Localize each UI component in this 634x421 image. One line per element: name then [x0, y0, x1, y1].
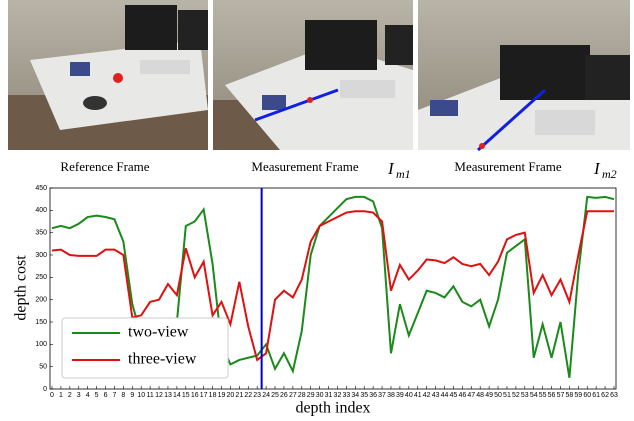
caption-subscript: m1	[396, 167, 411, 181]
x-tick-label: 38	[387, 392, 395, 399]
x-tick-label: 52	[512, 392, 520, 399]
x-tick-label: 49	[485, 392, 493, 399]
x-tick-label: 40	[405, 392, 413, 399]
caption: Measurement Frame	[251, 159, 358, 174]
x-tick-label: 25	[271, 392, 279, 399]
x-tick-label: 14	[173, 392, 181, 399]
x-tick-label: 19	[218, 392, 226, 399]
x-tick-label: 15	[182, 392, 190, 399]
x-tick-label: 4	[86, 392, 90, 399]
x-tick-label: 54	[530, 392, 538, 399]
x-tick-label: 34	[351, 392, 359, 399]
x-tick-label: 8	[121, 392, 125, 399]
x-tick-label: 50	[494, 392, 502, 399]
x-tick-label: 53	[521, 392, 529, 399]
x-tick-label: 56	[548, 392, 556, 399]
x-tick-label: 0	[50, 392, 54, 399]
x-tick-label: 24	[262, 392, 270, 399]
x-tick-label: 6	[104, 392, 108, 399]
x-tick-label: 1	[59, 392, 63, 399]
x-tick-label: 37	[378, 392, 386, 399]
x-tick-label: 29	[307, 392, 315, 399]
x-tick-label: 60	[583, 392, 591, 399]
x-tick-label: 47	[467, 392, 475, 399]
x-tick-label: 33	[342, 392, 350, 399]
x-tick-label: 26	[280, 392, 288, 399]
x-tick-label: 42	[423, 392, 431, 399]
caption: Reference Frame	[60, 159, 149, 174]
x-tick-label: 5	[95, 392, 99, 399]
x-tick-label: 18	[209, 392, 217, 399]
caption-subscript: m2	[602, 167, 617, 181]
x-tick-label: 63	[610, 392, 618, 399]
y-tick-label: 350	[35, 230, 47, 237]
photo-measurement-1	[213, 0, 413, 150]
x-tick-label: 2	[68, 392, 72, 399]
y-tick-label: 250	[35, 274, 47, 281]
photo-reference	[8, 0, 208, 150]
x-tick-label: 46	[458, 392, 466, 399]
x-tick-label: 45	[450, 392, 458, 399]
caption-symbol: I	[387, 159, 395, 178]
figure: Reference Frame Measurement Frame I m1 M…	[0, 0, 634, 421]
legend-label: three-view	[128, 351, 197, 368]
x-tick-label: 21	[235, 392, 243, 399]
x-tick-label: 30	[316, 392, 324, 399]
x-tick-label: 16	[191, 392, 199, 399]
x-tick-label: 55	[539, 392, 547, 399]
x-tick-label: 23	[253, 392, 261, 399]
x-tick-label: 59	[574, 392, 582, 399]
caption: Measurement Frame	[454, 159, 561, 174]
x-tick-label: 28	[298, 392, 306, 399]
x-tick-label: 11	[146, 392, 153, 399]
legend-label: two-view	[128, 324, 189, 341]
x-tick-label: 27	[289, 392, 297, 399]
x-tick-label: 12	[155, 392, 163, 399]
x-tick-label: 17	[200, 392, 208, 399]
x-tick-label: 22	[244, 392, 252, 399]
x-tick-label: 31	[325, 392, 333, 399]
x-tick-label: 36	[369, 392, 377, 399]
y-tick-label: 0	[43, 386, 47, 393]
x-tick-label: 51	[503, 392, 511, 399]
x-tick-label: 10	[137, 392, 145, 399]
x-tick-label: 3	[77, 392, 81, 399]
x-tick-label: 35	[360, 392, 368, 399]
x-tick-label: 61	[592, 392, 600, 399]
x-tick-label: 57	[557, 392, 565, 399]
x-tick-label: 41	[414, 392, 422, 399]
x-tick-label: 43	[432, 392, 440, 399]
y-tick-label: 450	[35, 185, 47, 192]
y-tick-label: 150	[35, 319, 47, 326]
y-axis-label: depth cost	[13, 255, 30, 321]
y-tick-label: 300	[35, 252, 47, 259]
y-tick-label: 100	[35, 341, 47, 348]
caption-symbol: I	[593, 159, 601, 178]
x-axis-label: depth index	[295, 400, 370, 417]
x-tick-label: 58	[565, 392, 573, 399]
x-tick-label: 7	[112, 392, 116, 399]
x-tick-label: 9	[130, 392, 134, 399]
x-tick-label: 44	[441, 392, 449, 399]
x-tick-label: 13	[164, 392, 172, 399]
photo-measurement-2	[418, 0, 630, 150]
y-tick-label: 400	[35, 207, 47, 214]
x-tick-label: 32	[334, 392, 342, 399]
x-tick-label: 39	[396, 392, 404, 399]
y-tick-label: 200	[35, 297, 47, 304]
x-tick-label: 48	[476, 392, 484, 399]
x-tick-label: 62	[601, 392, 609, 399]
y-tick-label: 50	[39, 364, 47, 371]
x-tick-label: 20	[227, 392, 235, 399]
